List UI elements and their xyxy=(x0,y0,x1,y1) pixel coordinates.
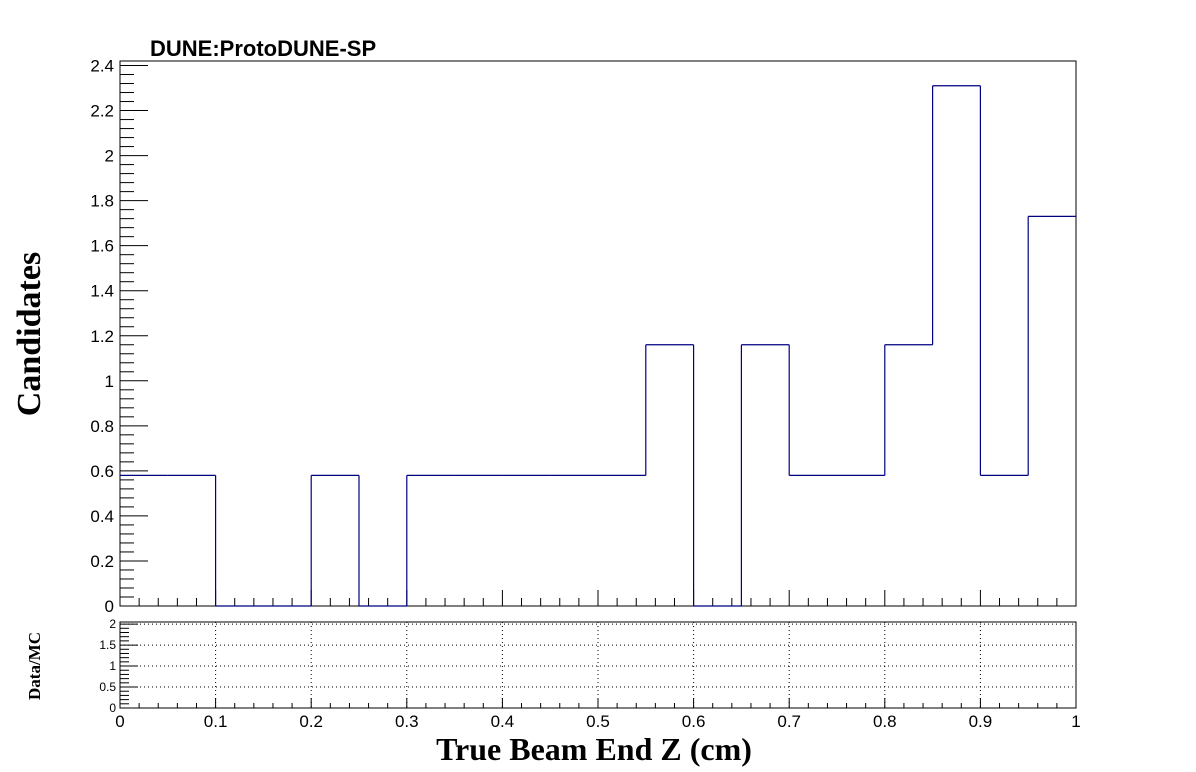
ratio-y-tick-label: 2 xyxy=(109,617,116,631)
ratio-x-tick-label: 0.7 xyxy=(777,712,801,731)
ratio-y-axis-title: Data/MC xyxy=(25,632,44,700)
y-tick-label: 0.6 xyxy=(90,462,114,481)
ratio-y-tick-label: 1.5 xyxy=(99,638,116,652)
y-axis-title: Candidates xyxy=(11,252,48,416)
ratio-x-tick-label: 0.6 xyxy=(682,712,706,731)
y-tick-label: 1 xyxy=(105,372,114,391)
ratio-panel: 0 0.5 1 1.5 2 0 0.1 0.2 0.3 0.4 0.5 0.6 0.7 0.8 0.9 1 xyxy=(99,617,1080,731)
experiment-label: DUNE:ProtoDUNE-SP xyxy=(150,36,376,61)
y-tick-label: 0.4 xyxy=(90,507,114,526)
ratio-x-tick-label: 0.3 xyxy=(395,712,419,731)
ratio-x-tick-label: 0.2 xyxy=(299,712,323,731)
ratio-x-tick-label: 1 xyxy=(1071,712,1080,731)
ratio-y-tick-label: 0 xyxy=(109,701,116,715)
ratio-x-tick-label: 0 xyxy=(115,712,124,731)
y-tick-label: 1.6 xyxy=(90,237,114,256)
ratio-y-tick-label: 1 xyxy=(109,659,116,673)
y-tick-label: 2.4 xyxy=(90,57,114,76)
y-tick-label: 1.8 xyxy=(90,192,114,211)
y-tick-label: 2 xyxy=(105,147,114,166)
y-tick-label: 2.2 xyxy=(90,102,114,121)
ratio-x-tick-label: 0.5 xyxy=(586,712,610,731)
y-tick-label: 0.2 xyxy=(90,552,114,571)
y-tick-label: 1.2 xyxy=(90,327,114,346)
y-tick-label: 1.4 xyxy=(90,282,114,301)
ratio-x-tick-label: 0.1 xyxy=(204,712,228,731)
x-axis-title: True Beam End Z (cm) xyxy=(436,731,752,767)
main-panel: 00.20.40.60.811.21.41.61.822.22.400.10.2… xyxy=(90,57,1100,628)
ratio-x-tick-label: 0.8 xyxy=(873,712,897,731)
ratio-y-tick-label: 0.5 xyxy=(99,680,116,694)
y-tick-label: 0 xyxy=(105,597,114,616)
ratio-x-tick-label: 0.4 xyxy=(491,712,515,731)
y-tick-label: 0.8 xyxy=(90,417,114,436)
ratio-x-tick-label: 0.9 xyxy=(969,712,993,731)
